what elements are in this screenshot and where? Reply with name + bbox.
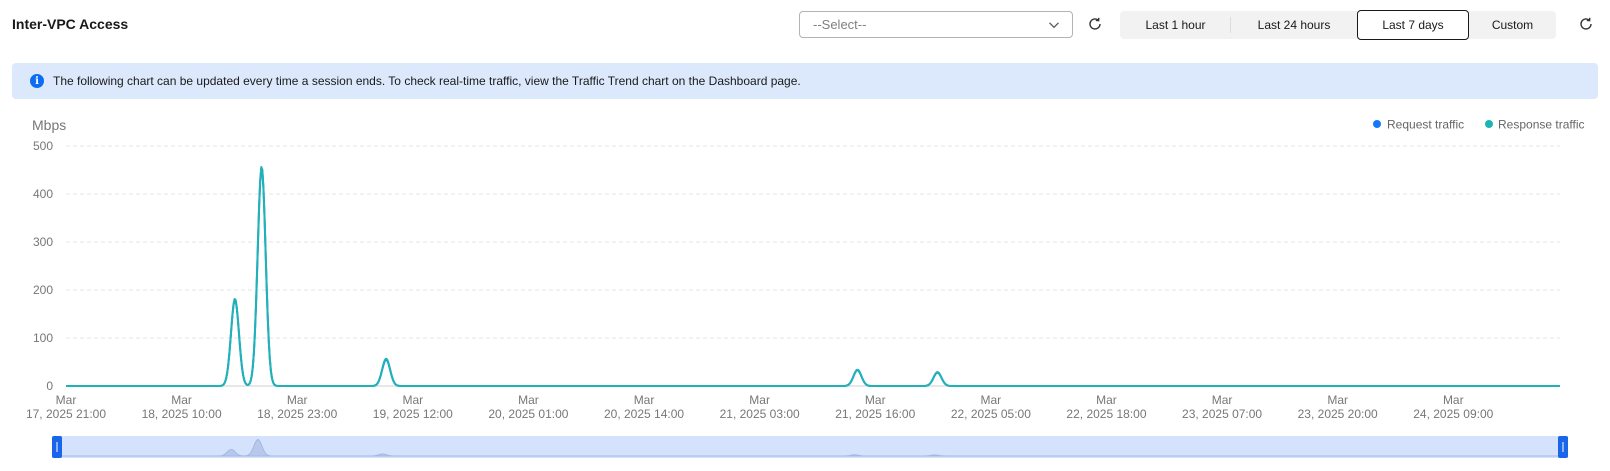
x-tick-month: Mar bbox=[634, 393, 655, 407]
x-tick-month: Mar bbox=[56, 393, 77, 407]
time-range-switcher: Last 1 hour Last 24 hours Last 7 days Cu… bbox=[1120, 10, 1556, 40]
x-tick-month: Mar bbox=[1096, 393, 1117, 407]
legend-request[interactable]: Request traffic bbox=[1387, 118, 1464, 132]
legend-response[interactable]: Response traffic bbox=[1498, 118, 1585, 132]
y-tick-label: 500 bbox=[33, 139, 53, 153]
info-notice: i The following chart can be updated eve… bbox=[12, 63, 1598, 99]
legend-response-dot bbox=[1485, 120, 1493, 128]
refresh-icon bbox=[1580, 17, 1592, 30]
range-last-24-hours[interactable]: Last 24 hours bbox=[1257, 18, 1331, 32]
x-tick-month: Mar bbox=[981, 393, 1002, 407]
legend-request-dot bbox=[1373, 120, 1381, 128]
x-tick-month: Mar bbox=[287, 393, 308, 407]
x-tick-date: 17, 2025 21:00 bbox=[26, 407, 106, 421]
range-last-7-days[interactable]: Last 7 days bbox=[1357, 10, 1469, 40]
select-placeholder: --Select-- bbox=[813, 17, 867, 32]
instance-select[interactable]: --Select-- bbox=[799, 11, 1073, 38]
x-tick-month: Mar bbox=[1212, 393, 1233, 407]
x-tick-date: 20, 2025 14:00 bbox=[604, 407, 684, 421]
x-tick-date: 23, 2025 07:00 bbox=[1182, 407, 1262, 421]
refresh-button[interactable] bbox=[1086, 15, 1104, 33]
y-tick-label: 300 bbox=[33, 235, 53, 249]
x-tick-date: 18, 2025 10:00 bbox=[142, 407, 222, 421]
x-tick-month: Mar bbox=[1443, 393, 1464, 407]
range-last-1-hour[interactable]: Last 1 hour bbox=[1120, 11, 1231, 39]
y-tick-label: 0 bbox=[46, 379, 53, 393]
x-tick-date: 20, 2025 01:00 bbox=[488, 407, 568, 421]
x-tick-date: 18, 2025 23:00 bbox=[257, 407, 337, 421]
x-tick-date: 21, 2025 03:00 bbox=[720, 407, 800, 421]
y-tick-label: 100 bbox=[33, 331, 53, 345]
x-tick-date: 22, 2025 18:00 bbox=[1066, 407, 1146, 421]
y-axis-unit: Mbps bbox=[32, 117, 66, 133]
traffic-chart: Mbps Request traffic Response traffic 0 1… bbox=[26, 117, 1585, 458]
request-traffic-line bbox=[66, 167, 1560, 387]
x-tick-date: 22, 2025 05:00 bbox=[951, 407, 1031, 421]
range-custom[interactable]: Custom bbox=[1491, 18, 1534, 32]
info-icon: i bbox=[30, 74, 44, 88]
y-tick-label: 400 bbox=[33, 187, 53, 201]
x-tick-month: Mar bbox=[402, 393, 423, 407]
x-tick-month: Mar bbox=[865, 393, 886, 407]
zoom-slider-preview bbox=[62, 439, 1558, 457]
refresh-icon bbox=[1089, 17, 1101, 30]
y-tick-label: 200 bbox=[33, 283, 53, 297]
x-tick-date: 23, 2025 20:00 bbox=[1298, 407, 1378, 421]
x-tick-month: Mar bbox=[518, 393, 539, 407]
response-traffic-line bbox=[66, 166, 1560, 387]
page-title: Inter-VPC Access bbox=[12, 16, 129, 32]
x-tick-date: 19, 2025 12:00 bbox=[373, 407, 453, 421]
refresh-chart-button[interactable] bbox=[1577, 15, 1595, 33]
x-tick-month: Mar bbox=[171, 393, 192, 407]
zoom-slider-track[interactable] bbox=[52, 436, 1568, 458]
chevron-down-icon bbox=[1049, 22, 1059, 29]
notice-text: The following chart can be updated every… bbox=[53, 74, 801, 88]
x-tick-month: Mar bbox=[1327, 393, 1348, 407]
x-tick-date: 21, 2025 16:00 bbox=[835, 407, 915, 421]
x-tick-month: Mar bbox=[749, 393, 770, 407]
x-tick-date: 24, 2025 09:00 bbox=[1413, 407, 1493, 421]
